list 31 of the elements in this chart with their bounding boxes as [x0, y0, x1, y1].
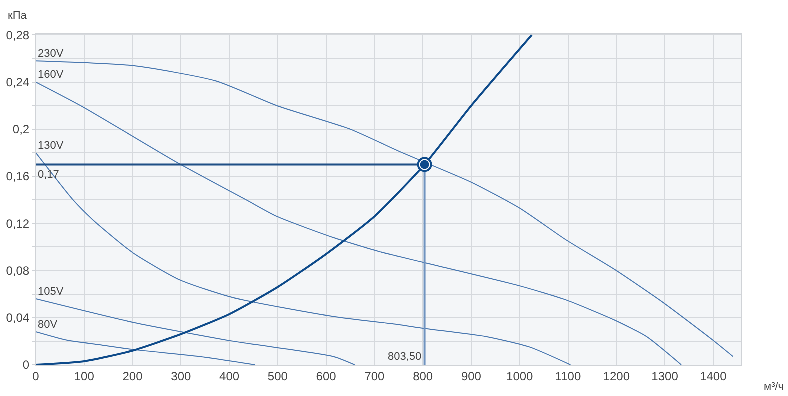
x-tick-label: 400 — [220, 369, 240, 384]
series-label: 105V — [38, 286, 64, 298]
y-tick-label: 0,04 — [6, 311, 30, 326]
series-label: 80V — [38, 319, 58, 331]
x-tick-label: 1200 — [603, 369, 630, 384]
series-label: 160V — [38, 69, 64, 81]
y-tick-label: 0,12 — [6, 216, 30, 231]
x-tick-label: 1100 — [555, 369, 582, 384]
y-axis-title: кПа — [8, 10, 28, 22]
annotation: 803,50 — [388, 351, 422, 363]
y-tick-label: 0,2 — [12, 122, 30, 137]
x-tick-label: 500 — [268, 369, 288, 384]
series-label: 130V — [38, 140, 64, 152]
x-tick-label: 0 — [32, 369, 40, 384]
series-label: 230V — [38, 48, 64, 60]
x-tick-label: 300 — [171, 369, 192, 384]
x-tick-label: 1300 — [652, 369, 679, 384]
x-tick-label: 600 — [316, 369, 337, 384]
x-tick-label: 900 — [461, 369, 482, 384]
x-tick-label: 100 — [74, 369, 95, 384]
x-tick-label: 200 — [122, 369, 144, 384]
x-tick-label: 800 — [413, 369, 434, 384]
x-axis-title: м³/ч — [764, 381, 784, 393]
y-tick-label: 0,28 — [6, 28, 30, 42]
x-tick-label: 1000 — [506, 369, 534, 384]
y-tick-label: 0,08 — [6, 264, 30, 278]
y-tick-label: 0,24 — [6, 76, 30, 90]
y-tick-label: 0 — [22, 358, 30, 372]
x-tick-label: 1400 — [700, 369, 728, 384]
y-tick-label: 0,16 — [6, 170, 30, 184]
x-tick-label: 700 — [364, 369, 386, 384]
